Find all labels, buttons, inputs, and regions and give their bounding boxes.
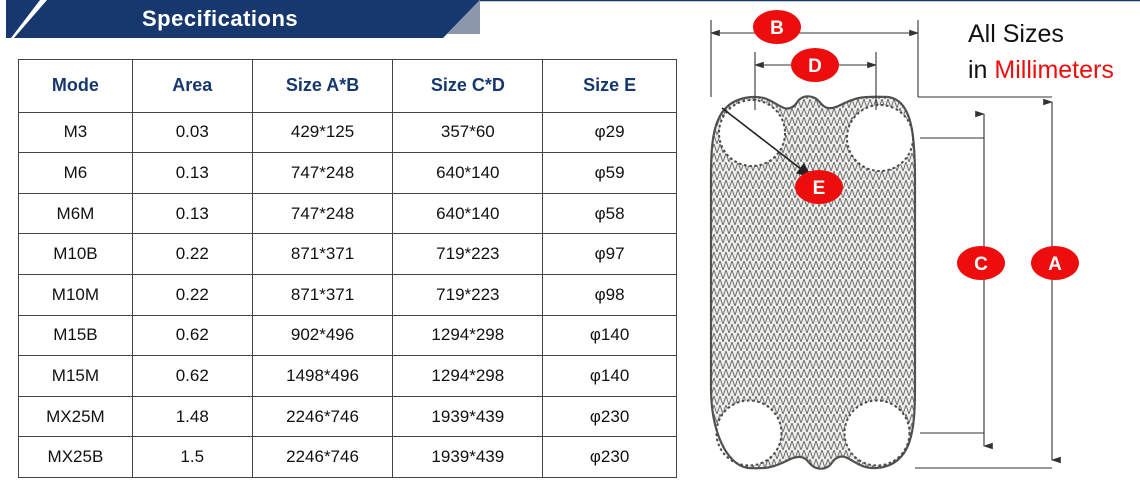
svg-text:C: C — [974, 254, 988, 275]
svg-text:in Millimeters: in Millimeters — [968, 56, 1114, 84]
svg-text:A: A — [1048, 254, 1062, 275]
svg-text:B: B — [770, 18, 784, 39]
svg-text:E: E — [813, 178, 826, 199]
svg-text:D: D — [808, 56, 822, 77]
svg-text:All Sizes: All Sizes — [968, 20, 1064, 48]
